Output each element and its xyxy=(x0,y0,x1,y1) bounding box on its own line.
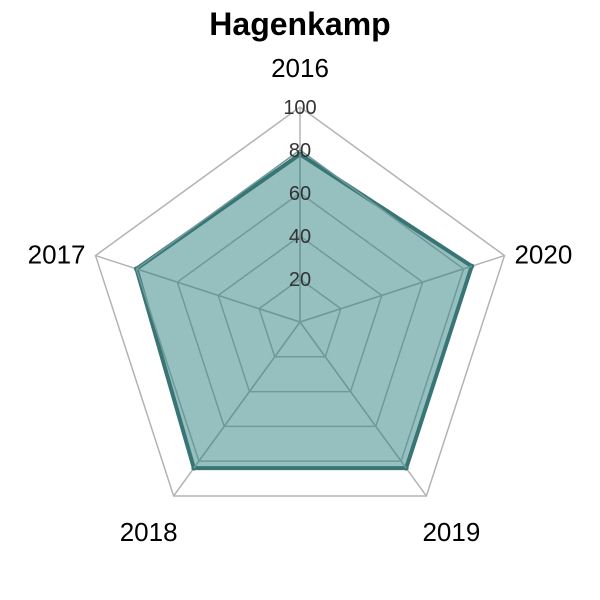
grid-spoke-inner xyxy=(136,268,301,323)
radial-tick-label: 80 xyxy=(289,140,311,162)
grid-ring xyxy=(217,235,383,393)
grid-spoke-inner xyxy=(299,265,472,323)
category-labels: 2016 2017 2018 2019 2020 xyxy=(28,53,573,547)
radar-series xyxy=(133,149,475,471)
chart-title: Hagenkamp xyxy=(209,6,390,42)
radial-tick-label: 20 xyxy=(289,269,311,291)
category-label: 2016 xyxy=(271,53,329,83)
grid-ring xyxy=(135,149,465,462)
radial-tick-label: 100 xyxy=(283,97,316,119)
radial-tick-label: 40 xyxy=(289,226,311,248)
radial-tick-labels: 20 40 60 80 100 xyxy=(283,97,316,291)
grid-spoke-inner xyxy=(193,321,301,469)
radial-tick-label: 60 xyxy=(289,183,311,205)
grid-ring xyxy=(176,192,424,428)
category-label: 2020 xyxy=(514,240,572,270)
grid-ring xyxy=(258,278,342,358)
category-label: 2018 xyxy=(120,517,178,547)
grid-spoke-inner xyxy=(299,321,407,469)
category-label: 2017 xyxy=(28,240,86,270)
category-label: 2019 xyxy=(422,517,480,547)
grid-ring-outer xyxy=(94,106,506,497)
